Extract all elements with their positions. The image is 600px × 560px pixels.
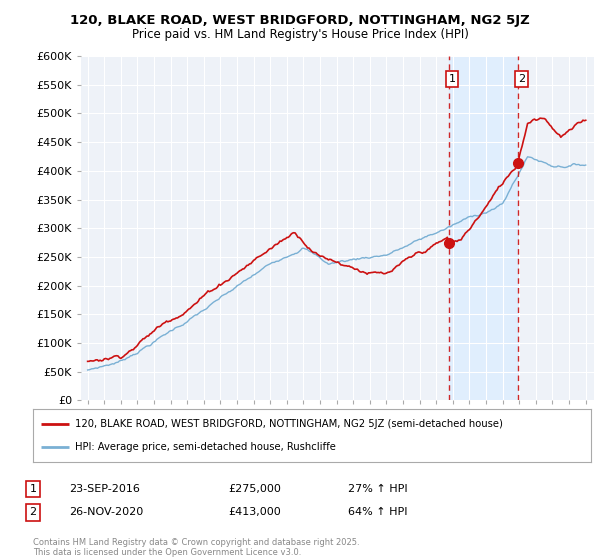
Text: 2: 2 [518, 74, 525, 84]
Text: 26-NOV-2020: 26-NOV-2020 [69, 507, 143, 517]
Text: Price paid vs. HM Land Registry's House Price Index (HPI): Price paid vs. HM Land Registry's House … [131, 28, 469, 41]
Text: 27% ↑ HPI: 27% ↑ HPI [348, 484, 407, 494]
Text: 1: 1 [29, 484, 37, 494]
Text: 120, BLAKE ROAD, WEST BRIDGFORD, NOTTINGHAM, NG2 5JZ: 120, BLAKE ROAD, WEST BRIDGFORD, NOTTING… [70, 14, 530, 27]
Text: 64% ↑ HPI: 64% ↑ HPI [348, 507, 407, 517]
Text: 2: 2 [29, 507, 37, 517]
Text: HPI: Average price, semi-detached house, Rushcliffe: HPI: Average price, semi-detached house,… [75, 442, 336, 452]
Text: £275,000: £275,000 [228, 484, 281, 494]
Text: 1: 1 [449, 74, 455, 84]
Text: 23-SEP-2016: 23-SEP-2016 [69, 484, 140, 494]
Text: £413,000: £413,000 [228, 507, 281, 517]
Bar [449, 56, 518, 400]
Text: 120, BLAKE ROAD, WEST BRIDGFORD, NOTTINGHAM, NG2 5JZ (semi-detached house): 120, BLAKE ROAD, WEST BRIDGFORD, NOTTING… [75, 419, 503, 429]
Text: Contains HM Land Registry data © Crown copyright and database right 2025.
This d: Contains HM Land Registry data © Crown c… [33, 538, 359, 557]
